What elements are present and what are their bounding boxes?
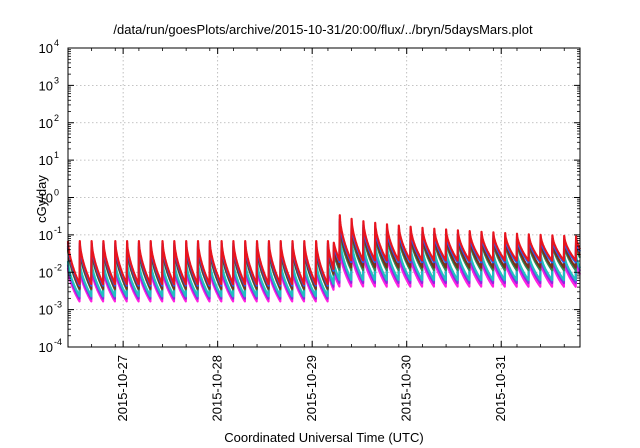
y-tick-exponent: -1 [54, 225, 62, 235]
y-tick-label: 10 [39, 116, 53, 131]
y-tick-label: 10 [39, 78, 53, 93]
y-tick-exponent: -4 [54, 337, 62, 347]
y-tick-exponent: -3 [54, 300, 62, 310]
x-axis-label: Coordinated Universal Time (UTC) [224, 430, 423, 445]
chart-title: /data/run/goesPlots/archive/2015-10-31/2… [113, 22, 533, 37]
y-tick-label: 10 [39, 191, 53, 206]
x-tick-label: 2015-10-29 [304, 355, 319, 422]
x-tick-label: 2015-10-30 [399, 355, 414, 422]
y-tick-label: 10 [39, 41, 53, 56]
series-line [66, 235, 582, 298]
x-tick-label: 2015-10-31 [493, 355, 508, 422]
y-tick-label: 10 [39, 153, 53, 168]
x-tick-label: 2015-10-27 [115, 355, 130, 422]
y-tick-exponent: 4 [54, 38, 59, 48]
x-tick-label: 2015-10-28 [210, 355, 225, 422]
y-tick-exponent: 0 [54, 188, 59, 198]
y-tick-exponent: 1 [54, 150, 59, 160]
y-tick-exponent: -2 [54, 262, 62, 272]
y-tick-exponent: 3 [54, 75, 59, 85]
series-line [66, 214, 581, 286]
y-axis-label: cGy/day [34, 175, 49, 223]
grid [68, 48, 580, 347]
y-tick-label: 10 [39, 228, 53, 243]
y-tick-label: 10 [39, 303, 53, 318]
y-tick-exponent: 2 [54, 113, 59, 123]
y-tick-label: 10 [39, 265, 53, 280]
y-tick-label: 10 [39, 340, 53, 355]
plot-area [66, 214, 582, 303]
